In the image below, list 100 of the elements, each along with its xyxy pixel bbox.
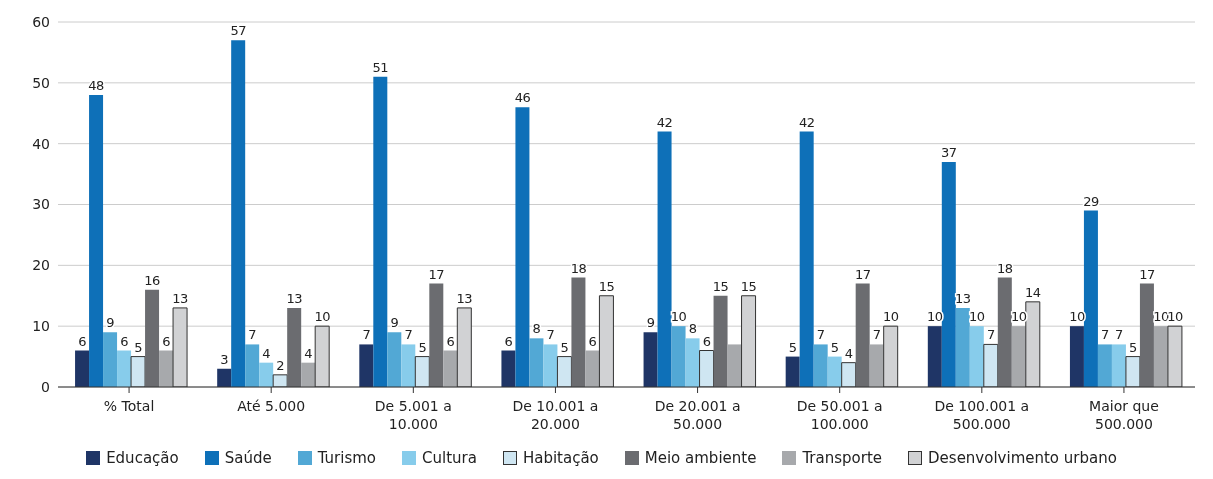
data-label: 17 bbox=[1139, 266, 1155, 282]
bar bbox=[941, 161, 956, 387]
data-label: 10 bbox=[1153, 309, 1169, 325]
data-label: 7 bbox=[1115, 327, 1124, 343]
data-label: 6 bbox=[78, 333, 87, 349]
data-label: 4 bbox=[304, 345, 313, 361]
bar bbox=[245, 344, 260, 387]
bar bbox=[287, 307, 302, 387]
bar bbox=[727, 344, 742, 387]
data-label: 7 bbox=[872, 327, 881, 343]
bar bbox=[501, 350, 516, 387]
data-label: 17 bbox=[428, 266, 445, 282]
data-label: 7 bbox=[362, 327, 371, 343]
bar bbox=[955, 307, 970, 387]
x-tick-label: De 20.001 a 50.000 bbox=[654, 398, 741, 432]
bar bbox=[685, 338, 700, 387]
bar bbox=[359, 344, 374, 387]
bar bbox=[1097, 344, 1112, 387]
data-label: 13 bbox=[456, 290, 473, 306]
data-label: 10 bbox=[314, 309, 331, 325]
data-label: 13 bbox=[955, 290, 971, 306]
bar bbox=[785, 356, 800, 387]
y-tick-label: 40 bbox=[32, 135, 50, 152]
bar bbox=[89, 95, 104, 387]
data-label: 4 bbox=[844, 345, 853, 361]
x-tick-label: De 100.001 a 500.000 bbox=[934, 398, 1030, 432]
bar bbox=[1111, 344, 1126, 387]
data-label: 29 bbox=[1083, 193, 1099, 209]
data-label: 57 bbox=[230, 23, 247, 39]
bar bbox=[529, 338, 544, 387]
legend-label: Desenvolvimento urbano bbox=[928, 449, 1117, 467]
y-tick-label: 30 bbox=[32, 196, 50, 213]
bar bbox=[827, 356, 842, 387]
data-label: 2 bbox=[276, 357, 285, 373]
bar bbox=[387, 332, 402, 387]
bar bbox=[373, 76, 388, 387]
bar bbox=[117, 350, 132, 387]
data-label: 10 bbox=[882, 309, 899, 325]
bar bbox=[799, 131, 814, 387]
data-label: 17 bbox=[854, 266, 871, 282]
bar bbox=[713, 295, 728, 387]
bar bbox=[429, 283, 444, 387]
data-label: 7 bbox=[1101, 327, 1110, 343]
data-label: 5 bbox=[1129, 339, 1138, 355]
x-tick-label: De 10.001 a 20.000 bbox=[512, 398, 599, 432]
data-label: 9 bbox=[646, 315, 655, 331]
bar bbox=[813, 344, 828, 387]
data-label: 7 bbox=[986, 327, 995, 343]
data-label: 6 bbox=[702, 333, 711, 349]
bar bbox=[103, 332, 118, 387]
y-tick-label: 60 bbox=[32, 13, 50, 30]
bar bbox=[515, 107, 530, 387]
bar bbox=[855, 283, 870, 387]
bar bbox=[1011, 326, 1026, 387]
data-label: 7 bbox=[546, 327, 555, 343]
data-label: 15 bbox=[740, 278, 757, 294]
data-label: 48 bbox=[88, 78, 105, 93]
bar bbox=[1069, 326, 1084, 387]
y-tick-label: 0 bbox=[41, 378, 50, 395]
bar bbox=[657, 131, 672, 387]
data-label: 42 bbox=[798, 114, 815, 130]
bar bbox=[443, 350, 458, 387]
data-label: 5 bbox=[788, 339, 797, 355]
bar bbox=[927, 326, 942, 387]
bar bbox=[1083, 210, 1098, 387]
data-label: 8 bbox=[532, 321, 541, 337]
bar bbox=[643, 332, 658, 387]
legend-label: Saúde bbox=[224, 449, 272, 467]
data-label: 6 bbox=[446, 333, 455, 349]
bar bbox=[401, 344, 416, 387]
legend-label: Educação bbox=[106, 449, 179, 467]
legend-label: Transporte bbox=[802, 449, 883, 467]
data-label: 4 bbox=[262, 345, 271, 361]
data-label: 6 bbox=[504, 333, 513, 349]
y-tick-label: 20 bbox=[32, 257, 50, 274]
data-label: 5 bbox=[418, 339, 427, 355]
bar bbox=[1139, 283, 1154, 387]
bar bbox=[571, 277, 586, 387]
bar bbox=[869, 344, 884, 387]
y-tick-label: 10 bbox=[32, 318, 50, 335]
data-label: 7 bbox=[248, 327, 257, 343]
bar bbox=[75, 350, 90, 387]
data-label: 6 bbox=[162, 333, 171, 349]
data-label: 9 bbox=[106, 315, 115, 331]
bar bbox=[543, 344, 558, 387]
bar bbox=[1153, 326, 1168, 387]
x-tick-label: Maior que 500.000 bbox=[1089, 398, 1159, 432]
data-label: 13 bbox=[286, 290, 303, 306]
data-label: 14 bbox=[1025, 284, 1041, 300]
data-label: 37 bbox=[941, 144, 957, 160]
data-label: 5 bbox=[560, 339, 569, 355]
data-label: 7 bbox=[404, 327, 413, 343]
data-label: 10 bbox=[1167, 309, 1183, 325]
legend-label: Turismo bbox=[317, 449, 377, 467]
bar bbox=[259, 362, 274, 387]
data-label: 42 bbox=[656, 114, 673, 130]
data-label: 51 bbox=[372, 59, 389, 75]
legend-label: Meio ambiente bbox=[644, 449, 757, 467]
data-label: 5 bbox=[134, 339, 143, 355]
data-label: 18 bbox=[997, 260, 1013, 276]
